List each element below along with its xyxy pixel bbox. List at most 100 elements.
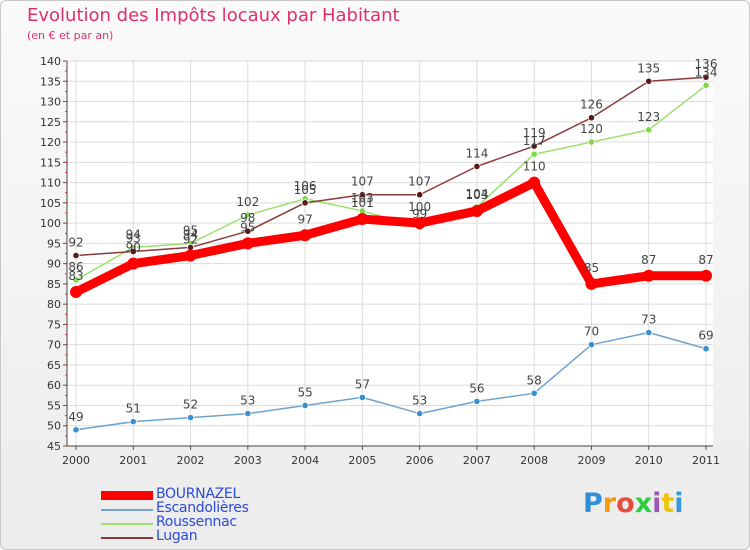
legend-label-roussennac: Roussennac bbox=[156, 514, 237, 530]
data-label-bournazel: 87 bbox=[641, 253, 656, 267]
data-label-roussennac: 117 bbox=[523, 134, 546, 148]
x-tick-label: 2010 bbox=[635, 454, 663, 467]
point-bournazel bbox=[356, 213, 369, 226]
data-label-lugan: 126 bbox=[580, 98, 603, 112]
logo-letter: r bbox=[602, 488, 617, 519]
point-lugan bbox=[702, 73, 710, 81]
legend-swatch-roussennac bbox=[101, 523, 153, 525]
point-escandolieres bbox=[416, 409, 424, 418]
point-lugan bbox=[72, 251, 80, 260]
data-label-lugan: 94 bbox=[183, 227, 198, 241]
point-bournazel bbox=[585, 277, 598, 290]
legend-swatch-escandolieres bbox=[101, 509, 153, 511]
point-escandolieres bbox=[530, 389, 538, 397]
y-tick-label: 45 bbox=[47, 440, 61, 453]
data-label-escandolieres: 57 bbox=[355, 377, 370, 391]
chart-title: Evolution des Impôts locaux par Habitant bbox=[27, 5, 400, 26]
data-label-bournazel: 100 bbox=[408, 200, 431, 214]
point-lugan bbox=[587, 114, 596, 122]
logo-letter: t bbox=[661, 488, 675, 519]
data-label-bournazel: 87 bbox=[698, 253, 713, 267]
point-roussennac bbox=[587, 138, 596, 146]
data-label-lugan: 93 bbox=[126, 231, 141, 245]
point-bournazel bbox=[528, 176, 541, 189]
x-tick-label: 2003 bbox=[234, 454, 262, 467]
data-label-escandolieres: 73 bbox=[641, 313, 656, 327]
data-label-escandolieres: 51 bbox=[126, 402, 141, 416]
y-tick-label: 100 bbox=[40, 217, 61, 230]
x-tick-label: 2011 bbox=[692, 454, 720, 467]
data-label-lugan: 135 bbox=[637, 61, 660, 75]
legend-swatch-bournazel bbox=[101, 491, 153, 500]
data-label-bournazel: 85 bbox=[584, 261, 599, 275]
data-label-roussennac: 120 bbox=[580, 122, 603, 136]
y-tick-label: 125 bbox=[40, 116, 61, 129]
logo-letter: i bbox=[652, 488, 662, 519]
proxiti-logo: Proxiti bbox=[583, 488, 684, 519]
data-label-lugan: 114 bbox=[465, 146, 488, 160]
data-label-escandolieres: 58 bbox=[527, 373, 542, 387]
y-tick-label: 60 bbox=[47, 379, 61, 392]
point-escandolieres bbox=[129, 418, 137, 426]
data-label-lugan: 92 bbox=[68, 236, 83, 250]
data-label-lugan: 98 bbox=[240, 211, 255, 225]
point-roussennac bbox=[244, 211, 252, 219]
y-tick-label: 115 bbox=[40, 156, 61, 169]
y-tick-label: 50 bbox=[47, 420, 61, 433]
x-tick-label: 2008 bbox=[520, 454, 548, 467]
point-lugan bbox=[301, 199, 309, 207]
data-label-roussennac: 95 bbox=[183, 223, 198, 237]
data-label-escandolieres: 70 bbox=[584, 325, 599, 339]
y-tick-label: 135 bbox=[40, 75, 61, 88]
series-line-bournazel bbox=[71, 178, 711, 297]
y-tick-label: 65 bbox=[47, 359, 61, 372]
point-escandolieres bbox=[358, 393, 366, 401]
y-tick-label: 120 bbox=[40, 136, 61, 149]
data-label-bournazel: 83 bbox=[68, 269, 83, 283]
point-escandolieres bbox=[301, 401, 309, 410]
data-label-lugan: 107 bbox=[351, 175, 374, 189]
data-label-roussennac: 123 bbox=[637, 110, 660, 124]
point-bournazel bbox=[642, 269, 655, 282]
data-label-bournazel: 101 bbox=[351, 196, 374, 210]
logo-letter: i bbox=[674, 488, 684, 519]
point-bournazel bbox=[413, 217, 426, 230]
point-escandolieres bbox=[645, 328, 653, 337]
data-label-bournazel: 110 bbox=[523, 160, 546, 174]
data-label-bournazel: 95 bbox=[240, 220, 255, 234]
point-lugan bbox=[244, 227, 252, 235]
y-tick-label: 105 bbox=[40, 197, 61, 210]
axes: 45 50 55 60 65 70 75 80 85 90 95 100 105 110 115 120 125… bbox=[40, 55, 720, 467]
x-tick-label: 2005 bbox=[348, 454, 376, 467]
legend-label-lugan: Lugan bbox=[156, 528, 198, 544]
data-label-escandolieres: 55 bbox=[297, 385, 312, 399]
point-bournazel bbox=[70, 286, 82, 298]
logo-letter: o bbox=[616, 488, 635, 519]
data-label-bournazel: 97 bbox=[297, 212, 312, 226]
y-tick-label: 80 bbox=[47, 298, 61, 311]
series-lines bbox=[70, 73, 712, 434]
x-tick-label: 2002 bbox=[177, 454, 205, 467]
data-label-lugan: 105 bbox=[294, 183, 317, 197]
y-tick-label: 110 bbox=[40, 177, 61, 190]
point-roussennac bbox=[530, 150, 538, 158]
data-label-lugan: 136 bbox=[695, 57, 718, 71]
point-bournazel bbox=[470, 204, 483, 217]
data-label-roussennac: 102 bbox=[236, 195, 259, 209]
point-escandolieres bbox=[702, 345, 710, 353]
x-tick-label: 2009 bbox=[577, 454, 605, 467]
x-tick-label: 2004 bbox=[291, 454, 319, 467]
point-escandolieres bbox=[244, 409, 252, 418]
point-lugan bbox=[473, 162, 481, 170]
point-bournazel bbox=[127, 257, 140, 270]
data-label-escandolieres: 56 bbox=[469, 381, 484, 395]
point-lugan bbox=[530, 142, 538, 150]
chart-subtitle: (en € et par an) bbox=[27, 29, 114, 42]
point-escandolieres bbox=[186, 414, 195, 422]
y-tick-label: 130 bbox=[40, 96, 61, 109]
data-label-roussennac: 99 bbox=[412, 207, 427, 221]
y-tick-label: 55 bbox=[47, 399, 61, 412]
point-lugan bbox=[358, 191, 366, 199]
grid bbox=[67, 60, 713, 447]
